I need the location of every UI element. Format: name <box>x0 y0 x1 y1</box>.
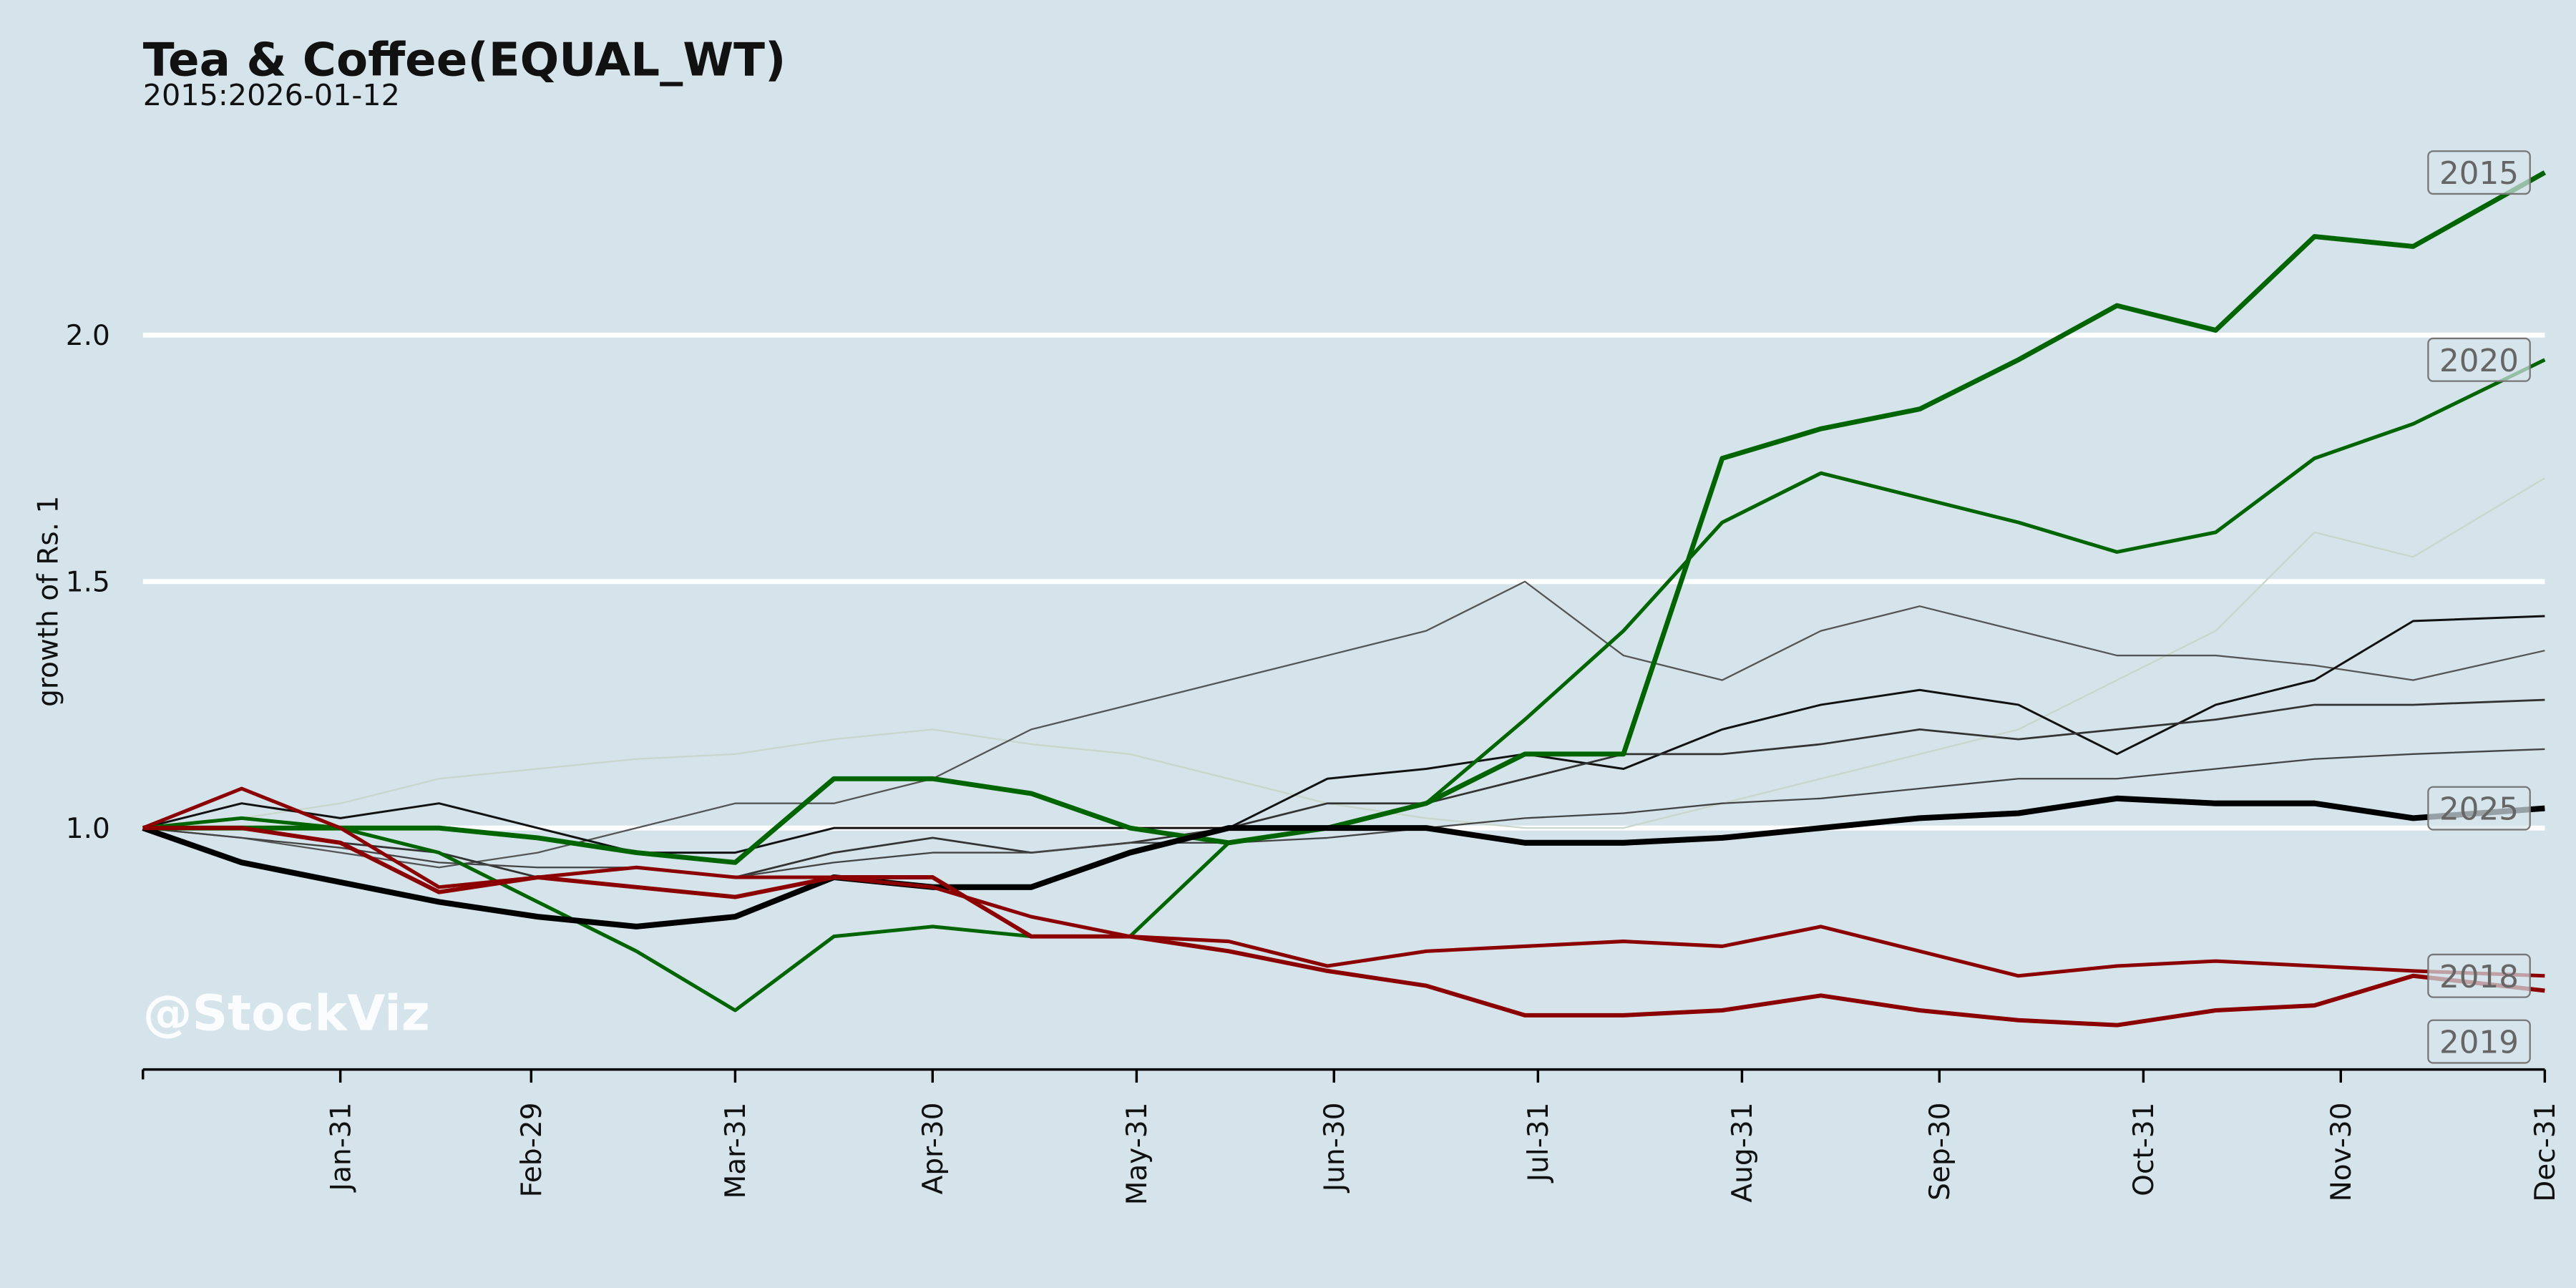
axes: 1.0 1.5 2.0 Jan-31 Feb-29 Mar-31 Apr-30 May-31 J… <box>66 320 2562 1205</box>
lines <box>142 170 2547 1028</box>
series-label-box <box>2427 953 2531 998</box>
x-tick-label: Aug-31 <box>1727 1103 1759 1203</box>
watermark: @StockViz <box>143 985 430 1043</box>
series-line <box>142 748 2545 879</box>
series-label-box <box>2427 337 2531 382</box>
series-line <box>142 615 2545 854</box>
series-line <box>142 580 2545 869</box>
x-tick-label: Oct-31 <box>2128 1103 2160 1196</box>
y-tick-label: 2.0 <box>66 320 110 352</box>
series-line <box>142 795 2545 930</box>
x-tick-label: Apr-30 <box>917 1103 950 1195</box>
series-label-box <box>2427 150 2531 195</box>
series-label: 2020 <box>2439 343 2519 379</box>
series-label: 2019 <box>2439 1025 2519 1061</box>
x-tick-label: Dec-31 <box>2529 1103 2562 1202</box>
series-line <box>142 826 2545 1028</box>
chart-subtitle: 2015:2026-01-12 <box>143 78 400 112</box>
series-label: 2018 <box>2439 960 2519 995</box>
y-tick-label: 1.5 <box>66 567 110 599</box>
series-label-box <box>2427 786 2531 831</box>
x-tick-label: Feb-29 <box>516 1103 548 1198</box>
x-tick-label: Jan-31 <box>325 1103 357 1194</box>
y-tick-label: 1.0 <box>66 813 110 845</box>
chart-title: Tea & Coffee(EQUAL_WT) <box>143 34 786 87</box>
x-tick-label: Sep-30 <box>1924 1103 1956 1201</box>
series-label: 2025 <box>2439 792 2519 828</box>
x-tick-label: Nov-30 <box>2326 1103 2358 1202</box>
x-tick-label: Jun-30 <box>1319 1103 1351 1194</box>
series-labels: 2015 2020 2025 2018 2019 <box>2427 150 2531 1064</box>
x-tick-label: Jul-31 <box>1523 1103 1555 1184</box>
y-axis-label: growth of Rs. 1 <box>32 496 64 707</box>
x-tick-label: May-31 <box>1121 1103 1153 1206</box>
series-label: 2015 <box>2439 156 2519 192</box>
series-label-box <box>2427 1019 2531 1064</box>
x-tick-label: Mar-31 <box>720 1103 752 1199</box>
